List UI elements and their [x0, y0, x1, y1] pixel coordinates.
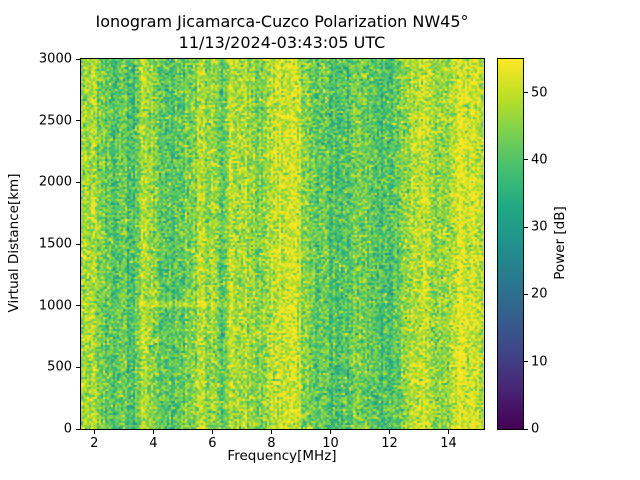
colorbar-tick-label: 40 [531, 152, 548, 168]
y-tick-mark [76, 366, 80, 368]
colorbar-tick-label: 20 [531, 286, 548, 302]
colorbar-tick-label: 10 [531, 354, 548, 370]
y-tick-label: 1000 [38, 298, 72, 314]
y-tick-label: 0 [63, 421, 72, 437]
colorbar-tick-mark [524, 293, 528, 295]
colorbar-tick-label: 50 [531, 85, 548, 101]
x-tick-mark [389, 430, 391, 434]
colorbar-tick-label: 30 [531, 219, 548, 235]
colorbar-tick-mark [524, 159, 528, 161]
x-tick-mark [270, 430, 272, 434]
colorbar-tick-label: 0 [531, 421, 540, 437]
colorbar-canvas [498, 59, 523, 429]
y-tick-mark [76, 181, 80, 183]
x-tick-mark [448, 430, 450, 434]
chart-title: Ionogram Jicamarca-Cuzco Polarization NW… [95, 12, 469, 31]
colorbar [497, 58, 524, 430]
chart-subtitle: 11/13/2024-03:43:05 UTC [178, 33, 386, 52]
x-tick-mark [211, 430, 213, 434]
y-tick-mark [76, 305, 80, 307]
y-tick-label: 2500 [38, 113, 72, 129]
x-tick-label: 14 [440, 436, 457, 451]
x-tick-label: 8 [267, 436, 276, 451]
x-tick-mark [329, 430, 331, 434]
x-axis-label: Frequency[MHz] [227, 448, 337, 464]
x-tick-label: 6 [208, 436, 217, 451]
colorbar-tick-mark [524, 226, 528, 228]
y-axis-label: Virtual Distance[km] [6, 173, 22, 313]
x-tick-label: 10 [322, 436, 339, 451]
colorbar-tick-mark [524, 428, 528, 430]
heatmap-canvas [81, 59, 484, 429]
y-tick-mark [76, 243, 80, 245]
y-tick-label: 2000 [38, 174, 72, 190]
colorbar-label: Power [dB] [552, 206, 568, 280]
y-tick-mark [76, 428, 80, 430]
y-tick-mark [76, 58, 80, 60]
x-tick-label: 12 [381, 436, 398, 451]
y-tick-label: 500 [47, 359, 72, 375]
colorbar-tick-mark [524, 92, 528, 94]
y-tick-label: 3000 [38, 51, 72, 67]
y-tick-mark [76, 120, 80, 122]
x-tick-mark [93, 430, 95, 434]
x-tick-label: 4 [149, 436, 158, 451]
x-tick-label: 2 [90, 436, 99, 451]
heatmap-plot [80, 58, 485, 430]
y-tick-label: 1500 [38, 236, 72, 252]
colorbar-tick-mark [524, 361, 528, 363]
x-tick-mark [152, 430, 154, 434]
